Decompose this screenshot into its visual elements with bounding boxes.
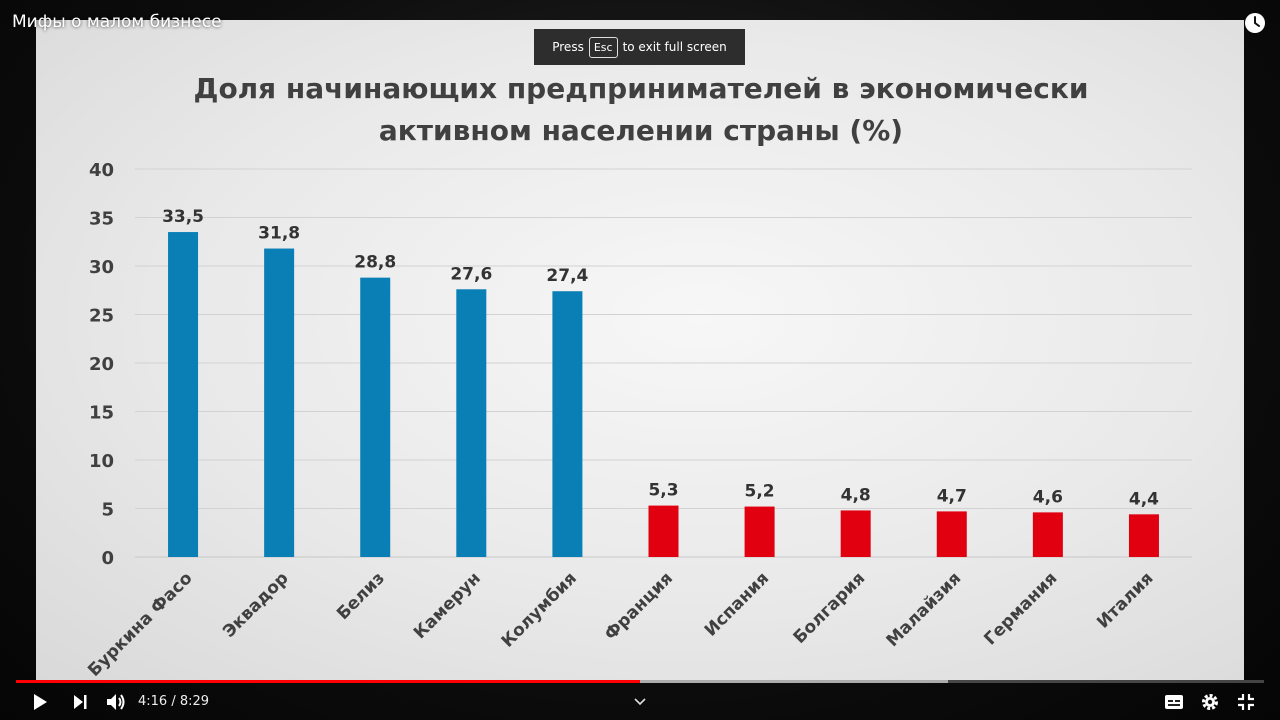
data-label: 5,2 — [745, 482, 775, 502]
next-icon — [74, 695, 87, 709]
data-label: 27,6 — [450, 264, 492, 284]
y-tick-label: 25 — [89, 306, 114, 327]
next-button[interactable] — [64, 686, 96, 718]
bar — [552, 291, 583, 557]
bar — [648, 505, 679, 557]
data-label: 4,6 — [1033, 487, 1063, 507]
x-tick-label: Болгария — [790, 568, 870, 648]
play-button[interactable] — [24, 686, 56, 718]
y-tick-label: 40 — [89, 160, 114, 181]
slide-background — [36, 20, 1244, 680]
x-tick-label: Малайзия — [883, 568, 966, 651]
watch-later-button[interactable] — [1244, 12, 1266, 34]
x-tick-label: Италия — [1093, 568, 1157, 632]
settings-button[interactable] — [1194, 686, 1226, 718]
mute-button[interactable] — [100, 686, 132, 718]
bar — [1128, 514, 1159, 557]
x-tick-label: Колумбия — [498, 568, 581, 651]
data-label: 4,8 — [841, 485, 871, 505]
x-tick-label: Германия — [980, 568, 1061, 649]
time-display: 4:16 / 8:29 — [138, 694, 210, 709]
bar — [456, 289, 487, 557]
x-tick-label: Буркина Фасо — [84, 568, 196, 680]
y-tick-label: 5 — [101, 500, 114, 521]
chart-title-line-2: активном населении страны (%) — [379, 114, 903, 147]
subtitles-icon — [1165, 695, 1183, 709]
esc-key-badge: Esc — [588, 36, 618, 58]
toast-press-text: Press — [552, 40, 584, 54]
x-tick-label: Испания — [701, 568, 773, 640]
bar — [168, 232, 199, 558]
exit-fullscreen-toast: Press Esc to exit full screen — [534, 29, 745, 65]
data-label: 31,8 — [258, 224, 300, 244]
data-label: 4,4 — [1129, 489, 1159, 509]
exit-fullscreen-icon — [1238, 694, 1254, 710]
bar — [360, 277, 391, 557]
bar — [840, 510, 871, 557]
volume-icon — [107, 694, 125, 710]
progress-bar[interactable] — [16, 680, 1264, 683]
y-tick-label: 30 — [89, 257, 114, 278]
data-label: 27,4 — [546, 266, 588, 286]
chart-title-line-1: Доля начинающих предпринимателей в эконо… — [194, 72, 1089, 105]
y-tick-label: 20 — [89, 354, 114, 375]
bar-chart: Доля начинающих предпринимателей в эконо… — [84, 72, 1192, 680]
video-title: Мифы о малом бизнесе — [12, 12, 222, 32]
y-tick-label: 15 — [89, 403, 114, 424]
subtitles-button[interactable] — [1158, 686, 1190, 718]
x-tick-label: Эквадор — [219, 568, 292, 641]
data-label: 33,5 — [162, 207, 204, 227]
data-label: 28,8 — [354, 253, 396, 273]
x-tick-label: Камерун — [410, 568, 485, 643]
y-tick-label: 0 — [101, 548, 114, 569]
data-label: 4,7 — [937, 486, 967, 506]
bar — [744, 506, 775, 557]
toast-rest-text: to exit full screen — [622, 40, 727, 54]
clock-icon — [1245, 13, 1265, 33]
exit-fullscreen-button[interactable] — [1230, 686, 1262, 718]
bar — [264, 248, 295, 558]
chevron-down-icon — [634, 698, 646, 706]
y-tick-label: 10 — [89, 451, 114, 472]
settings-icon — [1202, 694, 1218, 710]
player-controls: 4:16 / 8:29 — [0, 686, 1280, 720]
data-label: 5,3 — [648, 481, 678, 501]
x-tick-label: Франция — [601, 568, 677, 644]
progress-played — [16, 680, 640, 683]
chapter-expand-button[interactable] — [630, 686, 650, 718]
y-tick-label: 35 — [89, 209, 114, 230]
x-tick-label: Белиз — [333, 568, 389, 624]
play-icon — [34, 694, 47, 710]
bar — [936, 511, 967, 557]
bar — [1032, 512, 1063, 557]
